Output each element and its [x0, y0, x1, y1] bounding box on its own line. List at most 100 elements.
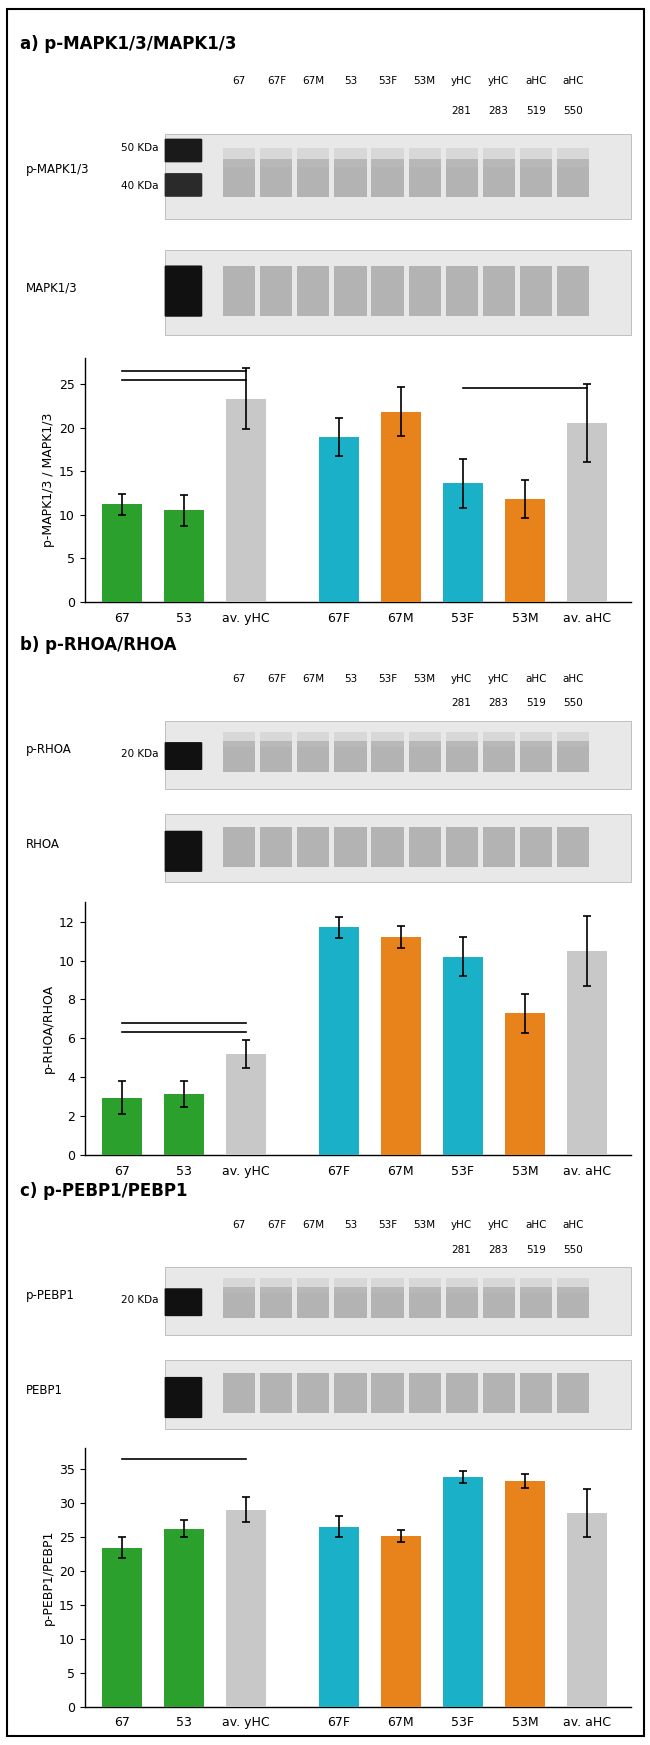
Bar — [482, 267, 515, 316]
Bar — [164, 1267, 630, 1335]
Bar — [519, 1277, 552, 1293]
Bar — [408, 731, 441, 747]
Text: yHC: yHC — [488, 1220, 510, 1230]
Text: 550: 550 — [563, 106, 582, 117]
Bar — [519, 1373, 552, 1413]
Bar — [408, 267, 441, 316]
Bar — [260, 1286, 292, 1317]
Text: yHC: yHC — [451, 77, 473, 86]
Text: aHC: aHC — [562, 77, 584, 86]
Bar — [335, 731, 367, 747]
Text: 20 KDa: 20 KDa — [121, 749, 159, 759]
Bar — [318, 1527, 359, 1707]
Text: 283: 283 — [489, 698, 508, 708]
Bar — [446, 267, 478, 316]
Bar — [446, 159, 478, 197]
Bar — [556, 267, 589, 316]
Bar — [371, 148, 404, 168]
FancyBboxPatch shape — [164, 1288, 202, 1316]
Bar — [519, 740, 552, 771]
Bar — [443, 1476, 483, 1707]
Bar — [371, 740, 404, 771]
Bar — [556, 1277, 589, 1293]
Bar — [371, 1373, 404, 1413]
Text: 550: 550 — [563, 1244, 582, 1255]
Text: 53F: 53F — [378, 1220, 397, 1230]
Bar — [298, 148, 330, 168]
Text: yHC: yHC — [451, 1220, 473, 1230]
Text: 67F: 67F — [266, 674, 286, 684]
FancyBboxPatch shape — [164, 742, 202, 770]
Bar — [164, 250, 630, 335]
Bar — [298, 159, 330, 197]
Bar — [381, 1536, 421, 1707]
Bar — [101, 504, 142, 602]
Bar — [224, 1373, 255, 1413]
Bar — [224, 148, 255, 168]
Text: 53M: 53M — [413, 1220, 436, 1230]
Bar — [446, 1373, 478, 1413]
Text: RHOA: RHOA — [26, 838, 60, 852]
Bar — [519, 1286, 552, 1317]
Bar — [260, 159, 292, 197]
Text: aHC: aHC — [525, 77, 547, 86]
Bar — [335, 148, 367, 168]
Bar — [556, 1373, 589, 1413]
Bar — [224, 159, 255, 197]
Bar — [224, 267, 255, 316]
Bar — [443, 483, 483, 602]
Bar — [164, 510, 204, 602]
Bar — [298, 827, 330, 867]
Bar — [164, 1529, 204, 1707]
Text: 53M: 53M — [413, 77, 436, 86]
Text: 281: 281 — [452, 1244, 471, 1255]
Bar — [260, 267, 292, 316]
Bar — [335, 827, 367, 867]
Bar — [101, 1098, 142, 1155]
Text: 67M: 67M — [302, 77, 324, 86]
Text: 519: 519 — [526, 106, 545, 117]
Bar — [224, 1277, 255, 1293]
Bar — [556, 731, 589, 747]
Bar — [164, 1094, 204, 1155]
Bar — [335, 159, 367, 197]
Bar — [298, 740, 330, 771]
Bar — [408, 1373, 441, 1413]
Bar — [482, 827, 515, 867]
Bar — [298, 731, 330, 747]
Bar — [260, 1373, 292, 1413]
Bar — [519, 159, 552, 197]
Text: aHC: aHC — [525, 674, 547, 684]
Y-axis label: p-RHOA/RHOA: p-RHOA/RHOA — [42, 984, 55, 1073]
Bar — [371, 827, 404, 867]
Bar — [505, 499, 545, 602]
Text: 283: 283 — [489, 106, 508, 117]
FancyBboxPatch shape — [164, 173, 202, 197]
Bar — [335, 1277, 367, 1293]
Text: 67F: 67F — [266, 1220, 286, 1230]
Text: aHC: aHC — [562, 1220, 584, 1230]
Bar — [482, 159, 515, 197]
Bar — [371, 159, 404, 197]
Bar — [446, 1286, 478, 1317]
Y-axis label: p-MAPK1/3 / MAPK1/3: p-MAPK1/3 / MAPK1/3 — [42, 412, 55, 548]
Bar — [556, 1286, 589, 1317]
Bar — [164, 134, 630, 220]
Bar — [519, 267, 552, 316]
Bar — [556, 148, 589, 168]
Bar — [408, 827, 441, 867]
Text: yHC: yHC — [488, 77, 510, 86]
Text: 53: 53 — [344, 1220, 357, 1230]
Bar — [408, 1286, 441, 1317]
Text: 67F: 67F — [266, 77, 286, 86]
Text: 53M: 53M — [413, 674, 436, 684]
Text: 53: 53 — [344, 77, 357, 86]
Bar — [446, 148, 478, 168]
Text: PEBP1: PEBP1 — [26, 1384, 62, 1398]
Bar — [567, 951, 607, 1155]
Bar — [446, 1277, 478, 1293]
Text: 40 KDa: 40 KDa — [121, 181, 159, 192]
Text: yHC: yHC — [451, 674, 473, 684]
Text: aHC: aHC — [525, 1220, 547, 1230]
Bar — [371, 267, 404, 316]
